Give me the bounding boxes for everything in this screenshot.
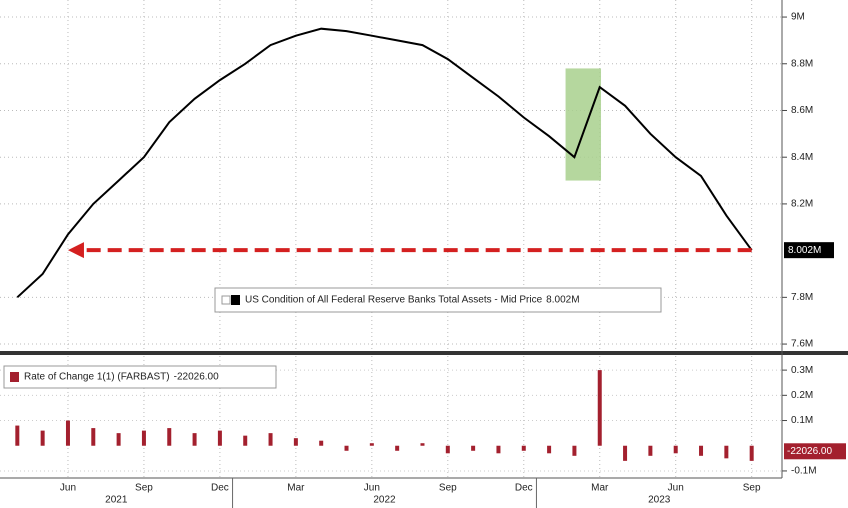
- year-label: 2023: [648, 495, 671, 506]
- x-tick-label: Dec: [515, 483, 533, 494]
- x-tick-label: Jun: [364, 483, 380, 494]
- bar: [141, 430, 146, 446]
- bar: [547, 445, 552, 454]
- x-tick-label: Dec: [211, 483, 229, 494]
- bar: [217, 430, 222, 446]
- bar: [344, 445, 349, 451]
- bar: [572, 445, 577, 456]
- year-label: 2021: [105, 495, 128, 506]
- bar: [15, 425, 20, 446]
- y-tick-label: 7.6M: [791, 339, 813, 350]
- y-tick-label: 0.2M: [791, 390, 813, 401]
- year-label: 2022: [373, 495, 396, 506]
- x-tick-label: Mar: [287, 483, 305, 494]
- y-tick-label: 0.1M: [791, 415, 813, 426]
- bar: [648, 445, 653, 456]
- bar-group: [15, 370, 754, 461]
- y-tick-label: 8.8M: [791, 58, 813, 69]
- bar: [65, 420, 70, 446]
- legend-swatch: [10, 372, 19, 382]
- x-tick-label: Jun: [668, 483, 684, 494]
- last-value-box: [784, 242, 834, 259]
- line-group: [16, 27, 753, 299]
- bar: [597, 370, 602, 446]
- bar: [268, 433, 273, 446]
- bar: [369, 443, 374, 446]
- last-value-label: -22026.00: [787, 446, 832, 457]
- legend-box: [3, 365, 277, 389]
- legend-box: [214, 287, 662, 313]
- y-tick-label: 8.6M: [791, 105, 813, 116]
- bar: [496, 445, 501, 454]
- legend-label: US Condition of All Federal Reserve Bank…: [245, 295, 543, 306]
- x-tick-label: Jun: [60, 483, 76, 494]
- bar: [749, 445, 754, 461]
- last-value-label: 8.002M: [788, 245, 821, 256]
- y-tick-label: -0.1M: [791, 466, 817, 477]
- bar: [420, 443, 425, 446]
- panel-separator: [0, 351, 848, 355]
- legend-value: 8.002M: [546, 295, 579, 306]
- y-tick-label: 9M: [791, 12, 805, 23]
- bar: [724, 445, 729, 459]
- bar: [471, 445, 476, 451]
- bar: [167, 428, 172, 446]
- y-tick-label: 0.3M: [791, 365, 813, 376]
- bar: [699, 445, 704, 456]
- line-series: [16, 27, 753, 299]
- bar: [192, 433, 197, 446]
- y-tick-label: 7.8M: [791, 292, 813, 303]
- x-tick-label: Mar: [591, 483, 609, 494]
- bar: [623, 445, 628, 461]
- bar: [40, 430, 45, 446]
- last-value-box: [784, 443, 846, 460]
- legend-swatch: [221, 295, 231, 305]
- bar: [445, 445, 450, 454]
- bar: [243, 435, 248, 446]
- bar: [91, 428, 96, 446]
- bar: [521, 445, 526, 451]
- bar: [319, 440, 324, 446]
- legend-label: Rate of Change 1(1) (FARBAST): [24, 372, 170, 383]
- y-tick-label: 8.2M: [791, 199, 813, 210]
- bar: [116, 433, 121, 446]
- bar: [673, 445, 678, 454]
- bar: [293, 438, 298, 446]
- arrow-head: [67, 242, 84, 259]
- highlight-box: [565, 68, 602, 181]
- legend-value: -22026.00: [174, 372, 219, 383]
- y-tick-label: 8.4M: [791, 152, 813, 163]
- x-tick-label: Sep: [743, 483, 761, 494]
- x-tick-label: Sep: [135, 483, 153, 494]
- x-tick-label: Sep: [439, 483, 457, 494]
- bar: [395, 445, 400, 451]
- legend-swatch: [231, 295, 240, 305]
